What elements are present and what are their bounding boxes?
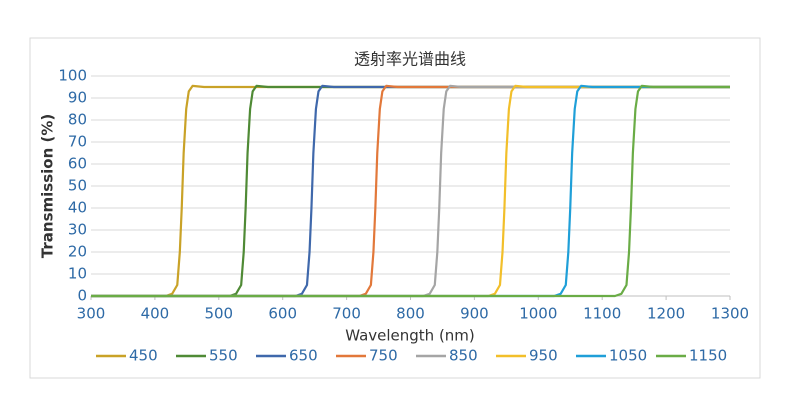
y-tick-label: 0 xyxy=(77,287,87,305)
x-tick-label: 1300 xyxy=(711,305,749,323)
x-tick-label: 1200 xyxy=(647,305,685,323)
y-tick-label: 70 xyxy=(68,133,87,151)
legend-label: 550 xyxy=(209,347,238,365)
legend-label: 1150 xyxy=(689,347,727,365)
x-tick-label: 900 xyxy=(460,305,489,323)
y-tick-label: 80 xyxy=(68,111,87,129)
legend-label: 950 xyxy=(529,347,558,365)
y-tick-label: 30 xyxy=(68,221,87,239)
x-tick-label: 800 xyxy=(396,305,425,323)
x-tick-label: 600 xyxy=(268,305,297,323)
y-tick-label: 10 xyxy=(68,265,87,283)
x-tick-label: 400 xyxy=(141,305,170,323)
legend-label: 650 xyxy=(289,347,318,365)
legend-label: 750 xyxy=(369,347,398,365)
y-tick-label: 20 xyxy=(68,243,87,261)
series-line xyxy=(91,84,730,298)
series-line xyxy=(91,84,730,298)
x-tick-label: 300 xyxy=(77,305,106,323)
series-line xyxy=(91,84,730,298)
x-tick-label: 700 xyxy=(332,305,361,323)
y-tick-label: 100 xyxy=(58,67,87,85)
series-line xyxy=(91,84,730,298)
y-tick-label: 60 xyxy=(68,155,87,173)
series-line xyxy=(91,84,730,298)
series-line xyxy=(91,84,730,298)
x-tick-label: 1100 xyxy=(583,305,621,323)
legend-label: 450 xyxy=(129,347,158,365)
y-tick-label: 90 xyxy=(68,89,87,107)
series-line xyxy=(91,84,730,298)
y-axis-label: Transmission (%) xyxy=(39,114,57,258)
legend-label: 1050 xyxy=(609,347,647,365)
y-tick-label: 40 xyxy=(68,199,87,217)
series-line xyxy=(91,84,730,298)
x-tick-label: 1000 xyxy=(519,305,557,323)
x-axis-label: Wavelength (nm) xyxy=(345,327,475,345)
chart-title: 透射率光谱曲线 xyxy=(354,50,466,69)
x-tick-label: 500 xyxy=(204,305,233,323)
y-tick-label: 50 xyxy=(68,177,87,195)
legend-label: 850 xyxy=(449,347,478,365)
